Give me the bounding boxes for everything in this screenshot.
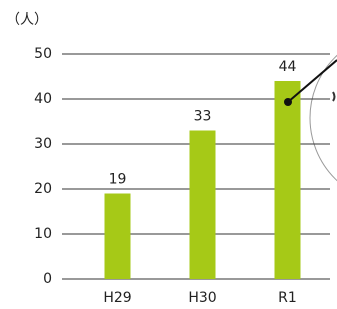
- callout-dot: [284, 98, 292, 106]
- chart: （人） 0 10 20 30 40 50 H29 19 H30 33 R1 44: [0, 0, 337, 309]
- callout-circle: [310, 32, 337, 204]
- plot: 0 10 20 30 40 50 H29 19 H30 33 R1 44: [34, 46, 330, 306]
- y-tick-label: 10: [34, 226, 52, 242]
- y-tick-label: 40: [34, 91, 52, 107]
- y-tick-label: 50: [34, 46, 52, 62]
- y-tick-label: 0: [43, 271, 52, 287]
- x-tick-label: H30: [188, 290, 216, 306]
- bar: [275, 81, 301, 279]
- value-label: 19: [109, 172, 127, 188]
- callout-mark: [333, 92, 335, 101]
- y-tick-label: 30: [34, 136, 52, 152]
- bar: [105, 194, 131, 280]
- bar: [190, 131, 216, 280]
- y-tick-label: 20: [34, 181, 52, 197]
- value-label: 44: [279, 59, 297, 75]
- x-tick-label: H29: [103, 290, 131, 306]
- value-label: 33: [194, 109, 212, 125]
- y-axis-label: （人）: [6, 12, 48, 28]
- x-tick-label: R1: [278, 290, 297, 306]
